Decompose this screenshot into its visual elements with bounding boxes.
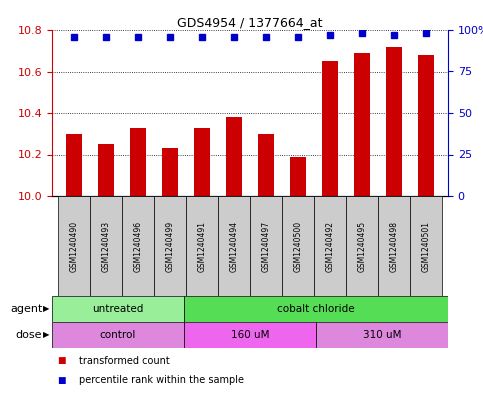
Bar bbox=[346, 196, 378, 296]
Bar bbox=[378, 196, 410, 296]
Bar bbox=[282, 196, 314, 296]
Bar bbox=[184, 296, 448, 322]
Text: GSM1240500: GSM1240500 bbox=[293, 220, 302, 272]
Text: ■: ■ bbox=[57, 376, 65, 385]
Title: GDS4954 / 1377664_at: GDS4954 / 1377664_at bbox=[177, 16, 323, 29]
Bar bbox=[58, 196, 90, 296]
Text: GSM1240495: GSM1240495 bbox=[357, 220, 366, 272]
Text: GSM1240491: GSM1240491 bbox=[198, 220, 207, 272]
Bar bbox=[410, 196, 441, 296]
Text: GSM1240490: GSM1240490 bbox=[70, 220, 79, 272]
Text: ▶: ▶ bbox=[43, 331, 50, 340]
Bar bbox=[122, 196, 154, 296]
Bar bbox=[90, 196, 122, 296]
Bar bbox=[290, 156, 306, 196]
Bar bbox=[154, 196, 186, 296]
Text: GSM1240493: GSM1240493 bbox=[102, 220, 111, 272]
Text: transformed count: transformed count bbox=[79, 356, 170, 365]
Text: 310 uM: 310 uM bbox=[363, 330, 401, 340]
Text: 160 uM: 160 uM bbox=[231, 330, 269, 340]
Text: GSM1240501: GSM1240501 bbox=[421, 220, 430, 272]
Bar bbox=[250, 196, 282, 296]
Bar bbox=[186, 196, 218, 296]
Bar bbox=[322, 61, 338, 196]
Bar bbox=[66, 134, 82, 196]
Bar bbox=[99, 144, 114, 196]
Bar bbox=[258, 134, 274, 196]
Text: GSM1240497: GSM1240497 bbox=[261, 220, 270, 272]
Bar bbox=[52, 322, 184, 348]
Text: GSM1240499: GSM1240499 bbox=[166, 220, 175, 272]
Text: control: control bbox=[100, 330, 136, 340]
Text: agent: agent bbox=[10, 304, 43, 314]
Bar bbox=[218, 196, 250, 296]
Text: cobalt chloride: cobalt chloride bbox=[277, 304, 355, 314]
Text: GSM1240498: GSM1240498 bbox=[389, 220, 398, 272]
Bar bbox=[354, 53, 370, 196]
Bar bbox=[162, 148, 178, 196]
Bar bbox=[418, 55, 434, 196]
Bar bbox=[226, 117, 242, 196]
Text: ■: ■ bbox=[57, 356, 65, 365]
Bar bbox=[314, 196, 346, 296]
Text: ▶: ▶ bbox=[43, 305, 50, 314]
Text: untreated: untreated bbox=[92, 304, 143, 314]
Bar bbox=[130, 127, 146, 196]
Text: GSM1240494: GSM1240494 bbox=[229, 220, 239, 272]
Bar bbox=[184, 322, 316, 348]
Bar bbox=[194, 127, 210, 196]
Bar bbox=[52, 296, 184, 322]
Text: GSM1240492: GSM1240492 bbox=[326, 220, 334, 272]
Text: percentile rank within the sample: percentile rank within the sample bbox=[79, 375, 243, 386]
Bar bbox=[316, 322, 448, 348]
Bar bbox=[386, 47, 402, 196]
Text: GSM1240496: GSM1240496 bbox=[134, 220, 142, 272]
Text: dose: dose bbox=[16, 330, 43, 340]
